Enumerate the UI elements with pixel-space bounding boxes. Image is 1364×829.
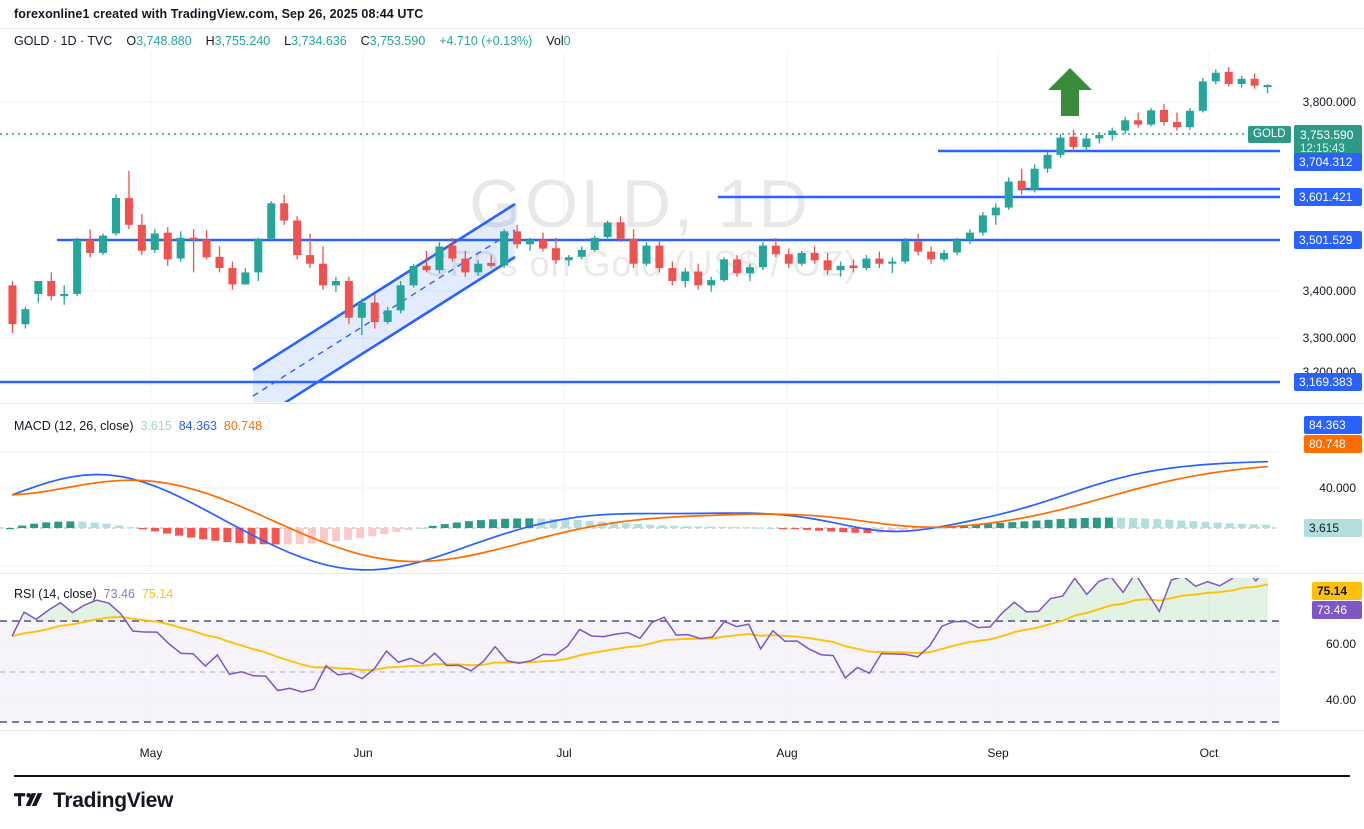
time-tick-jul: Jul (556, 746, 572, 760)
candlestick-series (8, 67, 1272, 336)
macd-signal-line (11, 465, 1269, 563)
current-price-value: 3,753.590 (1300, 128, 1354, 142)
macd-title: MACD (12, 26, close) (14, 419, 134, 433)
macd-pane[interactable]: MACD (12, 26, close) 3.615 84.363 80.748 (0, 408, 1364, 574)
rsi-tick-60: 60.00 (1325, 637, 1356, 651)
rsi-gridlines (0, 643, 1280, 701)
level-badge-3601[interactable]: 3,601.421 (1294, 188, 1362, 206)
rsi-title: RSI (14, close) (14, 587, 97, 601)
legend-open-value: 3,748.880 (136, 34, 192, 48)
chart-legend[interactable]: GOLD · 1D · TVC O3,748.880 H3,755.240 L3… (14, 34, 571, 48)
rsi-ma-line (11, 583, 1269, 671)
header-divider (0, 28, 1364, 29)
price-vertical-gridlines (150, 52, 1210, 402)
tradingview-brand[interactable]: TradingView (14, 789, 173, 813)
price-tick-3400: 3,400.000 (1302, 284, 1356, 298)
time-axis-separator (0, 730, 1364, 731)
time-tick-sep: Sep (987, 746, 1009, 760)
legend-low-value: 3,734.636 (291, 34, 347, 48)
price-tick-3300: 3,300.000 (1302, 331, 1356, 345)
level-badge-3169[interactable]: 3,169.383 (1294, 373, 1362, 391)
legend-symbol[interactable]: GOLD · 1D · TVC (14, 34, 113, 48)
rsi-axis[interactable]: 60.00 40.00 75.14 73.46 (1280, 578, 1364, 730)
rsi-plot-area[interactable] (0, 578, 1280, 730)
macd-rsi-separator (0, 573, 1364, 574)
parallel-channel-drawing (252, 202, 516, 402)
legend-low-label: L (284, 34, 292, 48)
time-tick-may: May (139, 746, 163, 760)
macd-signal-value: 80.748 (223, 419, 263, 433)
macd-chart-svg (0, 408, 1280, 574)
rsi-ma-badge[interactable]: 75.14 (1312, 582, 1362, 600)
rsi-vertical-gridlines (150, 578, 1210, 730)
macd-line-badge[interactable]: 84.363 (1304, 416, 1362, 434)
macd-gridlines (0, 451, 1280, 567)
rsi-title-row[interactable]: RSI (14, close) 73.46 75.14 (14, 587, 173, 601)
macd-title-row[interactable]: MACD (12, 26, close) 3.615 84.363 80.748 (14, 419, 262, 433)
symbol-tag[interactable]: GOLD (1248, 126, 1291, 143)
rsi-ma-value: 75.14 (141, 587, 174, 601)
time-tick-oct: Oct (1199, 746, 1219, 760)
rsi-overbought-fill (24, 578, 1268, 621)
legend-change: +4.710 (+0.13%) (439, 34, 533, 48)
price-plot-area[interactable]: GOLD, 1D CFDs on Gold (US$ / OZ) (0, 52, 1280, 402)
rsi-line (11, 578, 1260, 693)
macd-line (11, 460, 1268, 571)
legend-high-label: H (205, 34, 215, 48)
macd-line-value: 84.363 (178, 419, 217, 433)
macd-hist-value: 3.615 (140, 419, 172, 433)
macd-tick-40: 40.000 (1319, 481, 1356, 495)
footer-divider (14, 775, 1350, 777)
time-tick-jun: Jun (353, 746, 373, 760)
level-badge-3501[interactable]: 3,501.529 (1294, 231, 1362, 249)
price-gridlines (0, 101, 1280, 386)
legend-high-value: 3,755.240 (214, 34, 271, 48)
legend-open-label: O (126, 34, 137, 48)
price-chart-svg (0, 52, 1280, 402)
time-tick-aug: Aug (776, 746, 798, 760)
time-axis[interactable]: May Jun Jul Aug Sep Oct (0, 730, 1364, 770)
legend-volume-label: Vol (546, 34, 564, 48)
macd-axis[interactable]: 40.000 84.363 80.748 3.615 (1280, 408, 1364, 574)
legend-close-value: 3,753.590 (369, 34, 426, 48)
price-macd-separator (0, 403, 1364, 404)
level-badge-3704[interactable]: 3,704.312 (1294, 153, 1362, 171)
rsi-tick-40: 40.00 (1325, 693, 1356, 707)
macd-plot-area[interactable] (0, 408, 1280, 574)
price-tick-3800: 3,800.000 (1302, 95, 1356, 109)
macd-vertical-gridlines (150, 408, 1210, 574)
bar-countdown: 12:15:43 (1300, 143, 1345, 155)
macd-signal-badge[interactable]: 80.748 (1304, 435, 1362, 453)
rsi-chart-svg (0, 578, 1280, 730)
horizontal-level-lines (0, 149, 1280, 384)
price-pane[interactable]: GOLD, 1D CFDs on Gold (US$ / OZ) (0, 52, 1364, 402)
bullish-arrow-icon[interactable] (1046, 66, 1094, 118)
attribution-text: forexonline1 created with TradingView.co… (14, 7, 424, 21)
macd-hist-badge[interactable]: 3.615 (1304, 519, 1362, 537)
tradingview-logo-icon (14, 793, 43, 806)
rsi-pane[interactable]: RSI (14, close) 73.46 75.14 (0, 578, 1364, 730)
tradingview-brand-name: TradingView (53, 789, 174, 812)
macd-histogram (6, 517, 1270, 545)
legend-volume-value: 0 (563, 34, 571, 48)
price-axis[interactable]: 3,800.000 3,400.000 3,300.000 3,200.000 … (1280, 52, 1364, 402)
legend-close-label: C (360, 34, 370, 48)
rsi-badge[interactable]: 73.46 (1312, 601, 1362, 619)
rsi-value: 73.46 (103, 587, 135, 601)
